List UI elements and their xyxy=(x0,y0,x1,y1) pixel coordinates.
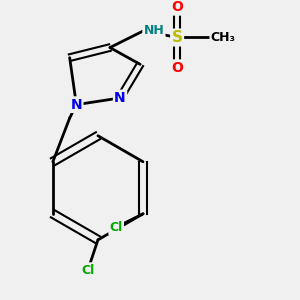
Text: O: O xyxy=(171,61,183,75)
Text: Cl: Cl xyxy=(81,264,94,277)
Text: O: O xyxy=(171,0,183,14)
Text: Cl: Cl xyxy=(110,221,123,234)
Text: S: S xyxy=(172,30,183,45)
Text: N: N xyxy=(70,98,82,112)
Text: CH₃: CH₃ xyxy=(211,31,236,44)
Text: N: N xyxy=(114,91,126,105)
Text: NH: NH xyxy=(143,24,164,37)
